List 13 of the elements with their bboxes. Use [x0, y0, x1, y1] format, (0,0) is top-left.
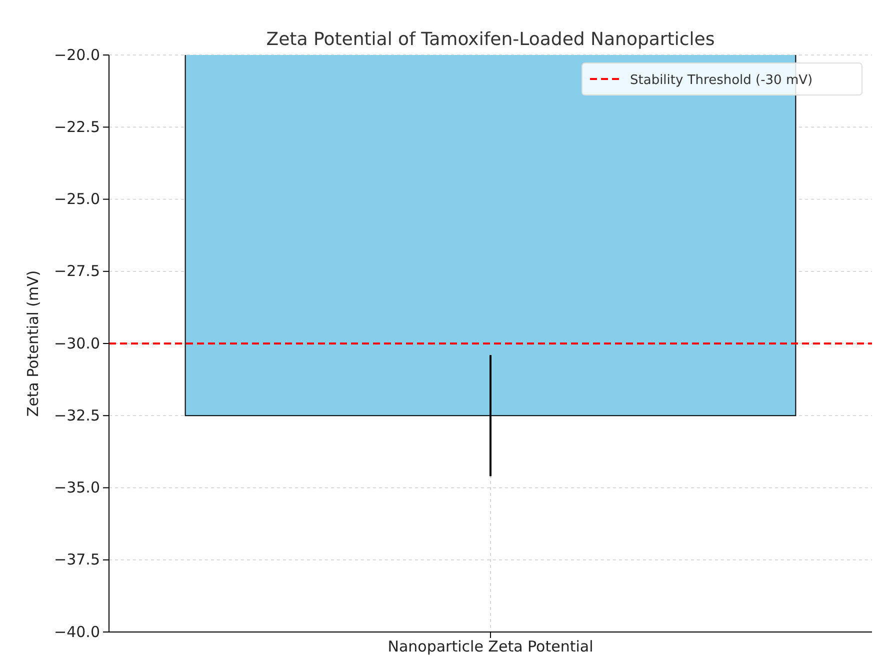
- y-tick-label: −25.0: [54, 190, 100, 208]
- x-tick-label: Nanoparticle Zeta Potential: [388, 638, 594, 656]
- y-tick-label: −35.0: [54, 478, 100, 497]
- y-axis-title: Zeta Potential (mV): [24, 270, 42, 417]
- y-tick-label: −30.0: [54, 334, 100, 352]
- y-tick-label: −22.5: [54, 118, 100, 136]
- chart-title: Zeta Potential of Tamoxifen-Loaded Nanoparticles: [266, 29, 715, 50]
- y-tick-label: −37.5: [54, 550, 100, 569]
- y-tick-label: −27.5: [54, 262, 100, 280]
- legend-label: Stability Threshold (-30 mV): [630, 73, 813, 88]
- y-tick-label: −20.0: [54, 46, 100, 64]
- y-tick-label: −32.5: [54, 406, 100, 424]
- y-tick-label: −40.0: [54, 622, 100, 641]
